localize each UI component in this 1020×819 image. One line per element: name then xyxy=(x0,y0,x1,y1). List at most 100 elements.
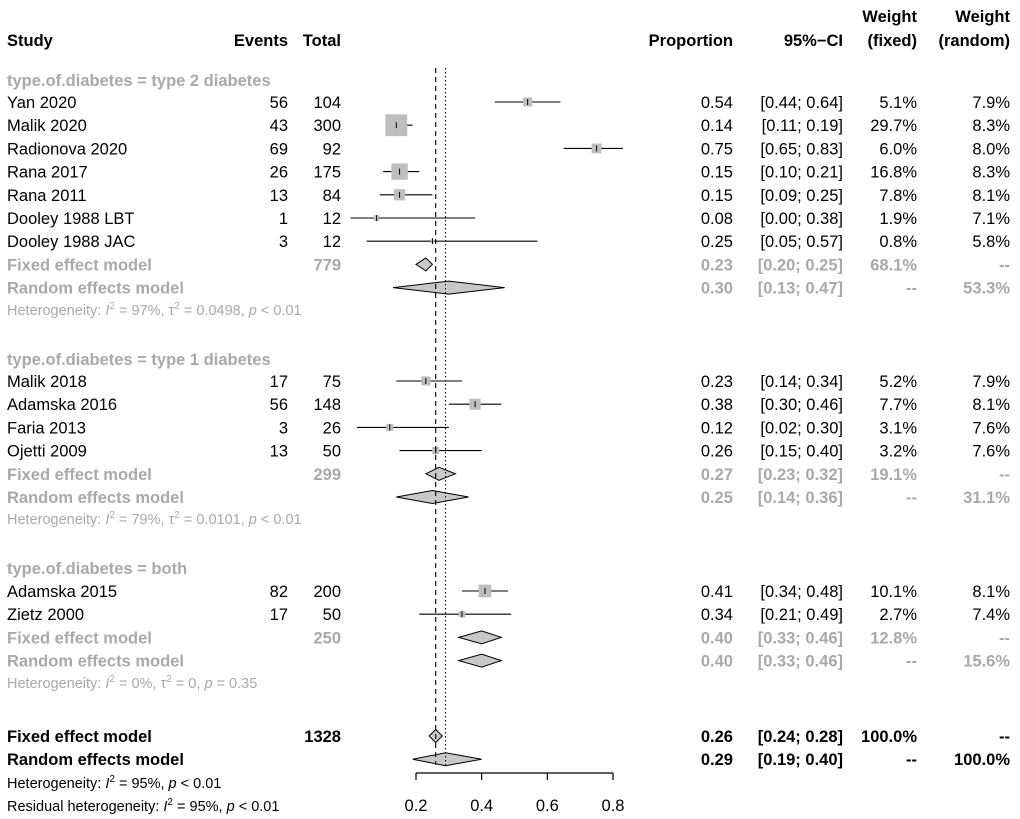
subgroup-1-fixed-label: Fixed effect model xyxy=(7,256,152,274)
subgroup-1-study-7-weight-random: 5.8% xyxy=(972,233,1010,251)
overall-fixed-ci: [0.24; 0.28] xyxy=(758,728,843,746)
residual-heterogeneity: Residual heterogeneity: I2 = 95%, p < 0.… xyxy=(7,797,279,815)
subgroup-1-study-1-weight-random: 7.9% xyxy=(972,94,1010,112)
subgroup-1-study-6-ci: [0.00; 0.38] xyxy=(760,210,843,228)
subgroup-2-heterogeneity: Heterogeneity: I2 = 79%, τ2 = 0.0101, p … xyxy=(7,510,302,528)
subgroup-1-random-label: Random effects model xyxy=(7,280,184,298)
subgroup-2-study-1-name: Malik 2018 xyxy=(7,373,87,391)
subgroup-3-fixed-diamond xyxy=(456,630,503,645)
subgroup-2-label: type.of.diabetes = type 1 diabetes xyxy=(7,351,271,369)
subgroup-3-fixed-weight-fixed: 12.8% xyxy=(870,629,917,647)
subgroup-1-random-weight-random: 53.3% xyxy=(963,280,1010,298)
subgroup-3-fixed-weight-random: -- xyxy=(999,629,1010,647)
overall-random-ci: [0.19; 0.40] xyxy=(758,751,843,769)
subgroup-2-fixed-weight-fixed: 19.1% xyxy=(870,466,917,484)
subgroup-1-label: type.of.diabetes = type 2 diabetes xyxy=(7,72,271,90)
subgroup-2-study-3-weight-random: 7.6% xyxy=(972,419,1010,437)
subgroup-1-study-6-proportion: 0.08 xyxy=(701,210,733,228)
subgroup-2-random-ci: [0.14; 0.36] xyxy=(758,489,843,507)
subgroup-2-study-1-total: 75 xyxy=(323,373,341,391)
subgroup-3-study-2-total: 50 xyxy=(323,606,341,624)
subgroup-3-fixed-label: Fixed effect model xyxy=(7,629,152,647)
x-tick-label-1: 0.2 xyxy=(405,797,428,815)
subgroup-1-study-2-weight-fixed: 29.7% xyxy=(870,117,917,135)
subgroup-2-study-2-name: Adamska 2016 xyxy=(7,396,117,414)
subgroup-2-study-1-proportion: 0.23 xyxy=(701,373,733,391)
subgroup-2-study-1-weight-random: 7.9% xyxy=(972,373,1010,391)
forest-body: type.of.diabetes = type 2 diabetes Yan 20… xyxy=(7,72,1010,815)
subgroup-1-fixed-total: 779 xyxy=(313,256,341,274)
subgroup-1-study-5-ci: [0.09; 0.25] xyxy=(760,187,843,205)
subgroup-1-fixed-weight-random: -- xyxy=(999,256,1010,274)
overall-random-weight-random: 100.0% xyxy=(954,751,1010,769)
subgroup-1-study-1-events: 56 xyxy=(270,94,288,112)
subgroup-1-study-3-weight-random: 8.0% xyxy=(972,140,1010,158)
overall-random-proportion: 0.29 xyxy=(701,751,733,769)
subgroup-3-study-2-weight-random: 7.4% xyxy=(972,606,1010,624)
subgroup-3-study-2-proportion: 0.34 xyxy=(701,606,733,624)
subgroup-3-random-ci: [0.33; 0.46] xyxy=(758,653,843,671)
subgroup-2-fixed-proportion: 0.27 xyxy=(701,466,733,484)
subgroup-3-fixed-total: 250 xyxy=(313,629,341,647)
subgroup-1-study-2-proportion: 0.14 xyxy=(701,117,733,135)
overall-heterogeneity: Heterogeneity: I2 = 95%, p < 0.01 xyxy=(7,774,221,792)
subgroup-2-study-2-ci: [0.30; 0.46] xyxy=(760,396,843,414)
subgroup-1-study-1-name: Yan 2020 xyxy=(7,94,76,112)
subgroup-1-study-7-proportion: 0.25 xyxy=(701,233,733,251)
subgroup-1-study-7-name: Dooley 1988 JAC xyxy=(7,233,135,251)
subgroup-2-study-3-name: Faria 2013 xyxy=(7,419,86,437)
subgroup-1-study-2-name: Malik 2020 xyxy=(7,117,87,135)
subgroup-2-study-2-weight-random: 8.1% xyxy=(972,396,1010,414)
overall-fixed-proportion: 0.26 xyxy=(701,728,733,746)
subgroup-1-study-7-events: 3 xyxy=(279,233,288,251)
subgroup-1-study-1-total: 104 xyxy=(313,94,341,112)
subgroup-2-fixed-total: 299 xyxy=(313,466,341,484)
subgroup-1-study-3-ci: [0.65; 0.83] xyxy=(760,140,843,158)
subgroup-2-random-diamond xyxy=(396,489,469,505)
subgroup-1-study-7-ci: [0.05; 0.57] xyxy=(760,233,843,251)
subgroup-1-study-5-events: 13 xyxy=(270,187,288,205)
subgroup-3-random-weight-random: 15.6% xyxy=(963,653,1010,671)
subgroup-2-random-weight-fixed: -- xyxy=(906,489,917,507)
subgroup-3-study-2-events: 17 xyxy=(270,606,288,624)
subgroup-1-study-3-total: 92 xyxy=(323,140,341,158)
subgroup-2-random-proportion: 0.25 xyxy=(701,489,733,507)
subgroup-2-study-1-events: 17 xyxy=(270,373,288,391)
plot-area: 0.2 0.4 0.6 0.8 xyxy=(350,68,624,815)
subgroup-2-random-weight-random: 31.1% xyxy=(963,489,1010,507)
subgroup-1-fixed-proportion: 0.23 xyxy=(701,256,733,274)
subgroup-1-fixed-weight-fixed: 68.1% xyxy=(870,256,917,274)
subgroup-1-fixed-diamond xyxy=(415,257,434,272)
subgroup-1-random-ci: [0.13; 0.47] xyxy=(758,280,843,298)
subgroup-2-study-2-proportion: 0.38 xyxy=(701,396,733,414)
overall-fixed-label: Fixed effect model xyxy=(7,728,152,746)
subgroup-1-study-4-ci: [0.10; 0.21] xyxy=(760,164,843,182)
subgroup-2-study-3-total: 26 xyxy=(323,419,341,437)
overall-random-weight-fixed: -- xyxy=(906,751,917,769)
overall-fixed-total: 1328 xyxy=(304,728,341,746)
header-row: Study Events Total Proportion 95%−CI Wei… xyxy=(7,8,1010,50)
subgroup-2-study-3-proportion: 0.12 xyxy=(701,419,733,437)
subgroup-2-study-2-weight-fixed: 7.7% xyxy=(879,396,917,414)
subgroup-1-study-7-total: 12 xyxy=(323,233,341,251)
subgroup-1-study-5-total: 84 xyxy=(323,187,341,205)
subgroup-1-heterogeneity: Heterogeneity: I2 = 97%, τ2 = 0.0498, p … xyxy=(7,301,302,319)
x-tick-label-3: 0.6 xyxy=(536,797,559,815)
subgroup-1-study-6-name: Dooley 1988 LBT xyxy=(7,210,135,228)
subgroup-1-study-4-name: Rana 2017 xyxy=(7,164,88,182)
subgroup-1-study-3-events: 69 xyxy=(270,140,288,158)
header-weight-random-1: Weight xyxy=(955,8,1010,26)
header-study: Study xyxy=(7,32,54,50)
subgroup-2-fixed-label: Fixed effect model xyxy=(7,466,152,484)
subgroup-1-study-2-total: 300 xyxy=(313,117,341,135)
subgroup-2-fixed-diamond xyxy=(424,466,457,481)
subgroup-1-study-4-weight-fixed: 16.8% xyxy=(870,164,917,182)
subgroup-3-study-1-name: Adamska 2015 xyxy=(7,583,117,601)
subgroup-1-study-4-weight-random: 8.3% xyxy=(972,164,1010,182)
subgroup-2-study-4-weight-random: 7.6% xyxy=(972,443,1010,461)
subgroup-2-study-3-events: 3 xyxy=(279,419,288,437)
subgroup-2-study-1-weight-fixed: 5.2% xyxy=(879,373,917,391)
header-weight-fixed-1: Weight xyxy=(862,8,917,26)
subgroup-2-study-4-name: Ojetti 2009 xyxy=(7,443,87,461)
